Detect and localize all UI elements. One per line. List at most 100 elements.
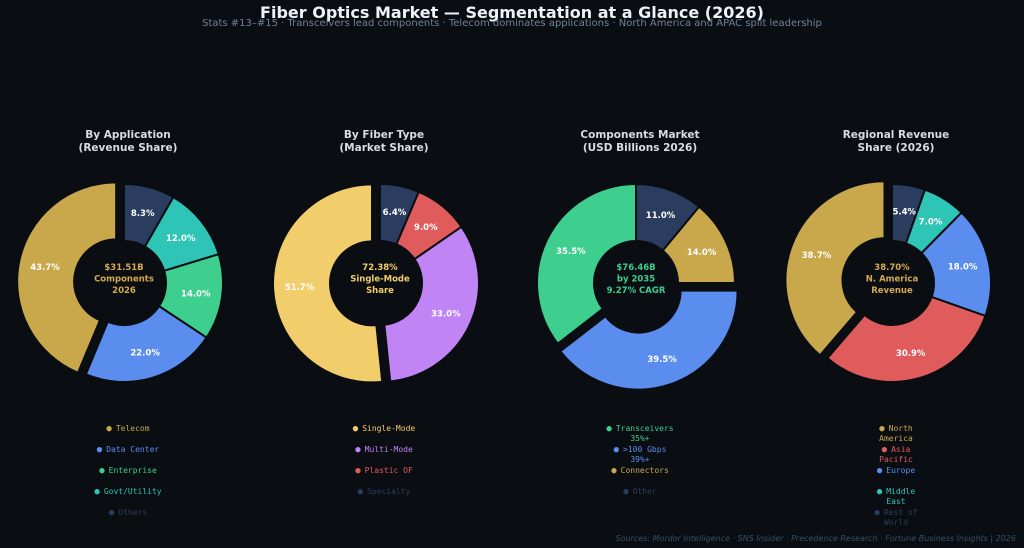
slice-label-rest-of-world: 5.4% — [892, 208, 916, 218]
legend-label: Other — [632, 487, 657, 496]
center-label-line: 72.38% — [362, 263, 398, 273]
legend-dot-icon: ● — [352, 424, 359, 434]
legend-item-enterprise: ● Enterprise — [0, 466, 256, 476]
legend-item-govt-utility: ● Govt/Utility — [0, 487, 256, 497]
legend-label: Europe — [886, 466, 916, 475]
center-label-line: 2026 — [112, 286, 136, 296]
legend-item-telecom: ● Telecom — [0, 424, 256, 434]
legend-dot-icon: ● — [108, 508, 115, 518]
slice-single-mode — [272, 183, 384, 384]
legend-label: Enterprise — [108, 466, 157, 475]
slice-label-middle-east: 7.0% — [919, 218, 943, 228]
chart-title-line: (USD Billions 2026) — [582, 142, 698, 154]
legend-dot-icon: ● — [96, 445, 103, 455]
legend-sublabel: 35%+ — [630, 434, 650, 443]
legend-item-data-center: ● Data Center — [0, 445, 256, 455]
legend-label: Others — [118, 508, 148, 517]
legend-dot-icon: ● — [611, 466, 617, 476]
center-label-line: Components — [94, 275, 154, 285]
center-label-line: $76.46B — [616, 263, 655, 273]
legend-sublabel: Pacific — [879, 455, 913, 464]
page-subtitle: Stats #13–#15 · Transceivers lead compon… — [202, 18, 822, 29]
legend-label: Telecom — [115, 424, 150, 433]
slice-label-transceivers: 35.5% — [556, 247, 586, 257]
chart-title-line: By Fiber Type — [343, 129, 425, 141]
center-label-line: 9.27% CAGR — [607, 286, 666, 296]
sources-footer: Sources: Mordor Intelligence · SNS Insid… — [615, 534, 1016, 543]
legend-item-transceivers-35: ● Transceivers 35%+ — [512, 424, 768, 444]
legend-label: >100 Gbps — [623, 445, 667, 454]
legend-label: Transceivers — [615, 424, 674, 433]
legend-label: Data Center — [106, 445, 160, 454]
center-label-line: $31.51B — [104, 263, 143, 273]
slice-label-data-center: 22.0% — [130, 348, 160, 358]
slice-multi-mode — [383, 225, 480, 383]
center-label-line: Share — [366, 286, 394, 296]
legend-dot-icon: ● — [623, 487, 629, 497]
legend-label: Multi-Mode — [364, 445, 413, 454]
slice-label-europe: 18.0% — [948, 263, 978, 273]
legend-dot-icon: ● — [879, 424, 885, 434]
slice-label-connectors: 14.0% — [687, 248, 717, 258]
slice-connectors — [661, 205, 737, 284]
legend-item-plastic-of: ● Plastic OF — [256, 466, 512, 476]
slice-label-north-america: 38.7% — [802, 251, 832, 261]
slice-north-america — [784, 180, 886, 357]
chart-title: By Fiber Type (Market Share) — [256, 129, 512, 155]
center-label-line: Single-Mode — [350, 275, 410, 285]
legend-dot-icon: ● — [876, 487, 883, 497]
legend-sublabel: East — [886, 497, 906, 506]
chart-title-line: By Application — [85, 129, 171, 141]
slice-europe — [920, 211, 992, 318]
center-label-line: N. America — [866, 275, 919, 285]
center-label-line: by 2035 — [617, 275, 655, 285]
legend-dot-icon: ● — [613, 445, 620, 455]
chart-title-line: Share (2026) — [857, 142, 935, 154]
chart-title: By Application (Revenue Share) — [0, 129, 256, 155]
legend-label: North — [888, 424, 913, 433]
legend-sublabel: World — [883, 518, 909, 527]
legend-label: Asia — [891, 445, 911, 454]
donut-chart: 11.0% 14.0% 39.5% 35.5% $76.46B by 20359.27% … — [536, 182, 739, 391]
slice-label-enterprise: 14.0% — [181, 289, 211, 299]
chart-panel-2: By Fiber Type (Market Share) 6.4% 9.0% 33.0%… — [256, 0, 512, 548]
legend-dot-icon: ● — [357, 487, 364, 497]
slice-label-other: 11.0% — [646, 211, 676, 221]
legend-item-asia-pacific: ● Asia Pacific — [768, 445, 1024, 465]
page-title: Fiber Optics Market — Segmentation at a … — [260, 3, 764, 22]
chart-title: Regional Revenue Share (2026) — [768, 129, 1024, 155]
legend-item-multi-mode: ● Multi-Mode — [256, 445, 512, 455]
chart-panel-4: Regional Revenue Share (2026) 5.4% 7.0% 18.0… — [768, 0, 1024, 548]
legend-label: Plastic OF — [364, 466, 413, 475]
center-label-line: 38.70% — [874, 263, 910, 273]
chart-panel-3: Components Market (USD Billions 2026) 11.0… — [512, 0, 768, 548]
slice-label-multi-mode: 33.0% — [431, 309, 461, 319]
legend-dot-icon: ● — [355, 466, 361, 476]
legend-item-100-gbps-39: ● >100 Gbps 39%+ — [512, 445, 768, 465]
center-label-line: Revenue — [871, 286, 913, 296]
legend-dot-icon: ● — [606, 424, 612, 434]
legend-item-specialty: ● Specialty — [256, 487, 512, 497]
slice-label-specialty: 6.4% — [383, 208, 407, 218]
donut-chart: 8.3% 12.0% 14.0% 22.0% 43.7% $31.51B Component… — [16, 181, 224, 383]
legend-dot-icon: ● — [881, 445, 888, 455]
slice-label-telecom: 43.7% — [30, 263, 60, 273]
legend-sublabel: America — [879, 434, 913, 443]
legend-dot-icon: ● — [99, 466, 105, 476]
legend-dot-icon: ● — [876, 466, 883, 476]
legend-item-europe: ● Europe — [768, 466, 1024, 476]
chart-title-line: Components Market — [580, 129, 700, 141]
chart-title: Components Market (USD Billions 2026) — [512, 129, 768, 155]
legend-label: Specialty — [367, 487, 411, 496]
slice-label-others: 8.3% — [131, 209, 155, 219]
legend-label: Middle — [886, 487, 916, 496]
legend-label: Govt/Utility — [103, 487, 162, 496]
legend-item-connectors: ● Connectors — [512, 466, 768, 476]
slice-label-single-mode: 51.7% — [285, 283, 315, 293]
legend-dot-icon: ● — [355, 445, 361, 455]
legend-item-others: ● Others — [0, 508, 256, 518]
legend-dot-icon: ● — [106, 424, 112, 434]
chart-title-line: (Market Share) — [339, 142, 429, 154]
slice-label-100-gbps: 39.5% — [647, 355, 677, 365]
legend-sublabel: 39%+ — [630, 455, 650, 464]
